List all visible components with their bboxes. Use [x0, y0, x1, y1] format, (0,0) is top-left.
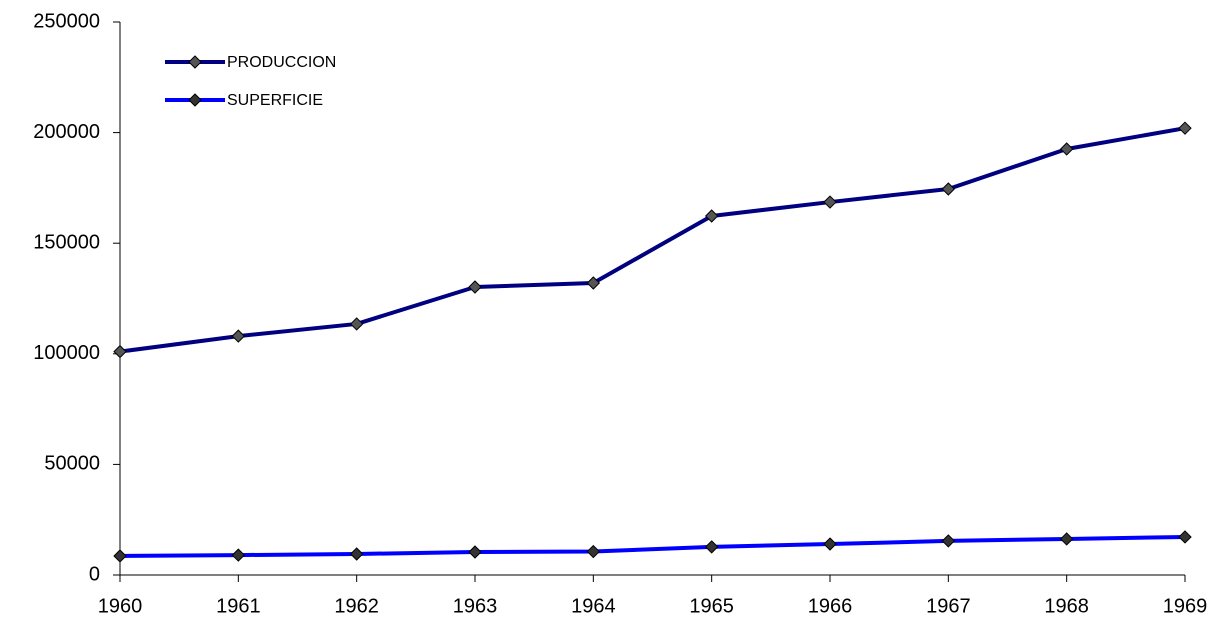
marker	[941, 534, 956, 548]
y-tick-label: 150000	[33, 231, 100, 253]
series-line	[119, 126, 1186, 354]
y-tick-label: 250000	[33, 10, 100, 32]
marker	[823, 537, 837, 551]
legend-marker	[188, 93, 202, 107]
x-tick-label: 1962	[334, 595, 379, 617]
marker	[468, 280, 482, 294]
x-tick-label: 1960	[98, 595, 143, 617]
marker	[704, 209, 719, 223]
y-tick-label: 200000	[33, 121, 100, 143]
x-tick-label: 1966	[808, 595, 853, 617]
series-line	[119, 534, 1186, 558]
marker	[586, 276, 601, 290]
marker	[1059, 142, 1074, 156]
marker	[231, 329, 246, 343]
legend-label: SUPERFICIE	[227, 92, 323, 109]
marker	[704, 540, 719, 554]
x-tick-label: 1961	[216, 595, 261, 617]
legend-marker	[188, 55, 202, 69]
marker	[349, 547, 364, 561]
x-tick-label: 1968	[1044, 595, 1089, 617]
marker	[941, 182, 956, 196]
marker	[349, 317, 364, 331]
y-tick-label: 50000	[44, 453, 100, 475]
x-tick-label: 1969	[1163, 595, 1208, 617]
x-tick-label: 1965	[689, 595, 734, 617]
marker	[1178, 121, 1192, 135]
y-tick-label: 100000	[33, 342, 100, 364]
marker	[113, 344, 127, 359]
y-tick-label: 0	[89, 563, 100, 585]
marker	[1178, 530, 1192, 544]
marker	[823, 195, 837, 209]
x-tick-label: 1963	[453, 595, 498, 617]
marker	[1059, 532, 1074, 546]
legend-label: PRODUCCION	[227, 54, 336, 71]
marker	[468, 545, 482, 559]
marker	[231, 548, 246, 562]
marker	[586, 544, 601, 559]
marker	[113, 549, 127, 563]
x-tick-label: 1964	[571, 595, 616, 617]
x-tick-label: 1967	[926, 595, 971, 617]
